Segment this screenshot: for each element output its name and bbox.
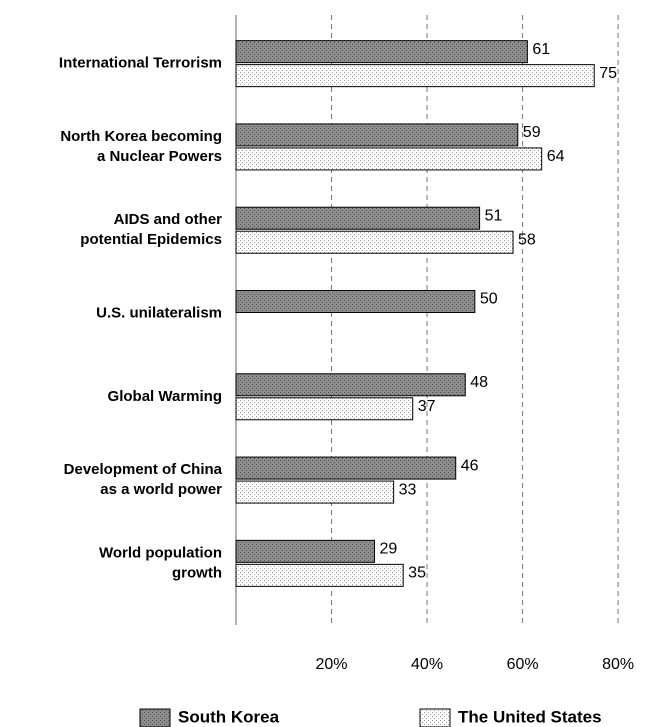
value-label: 59 bbox=[523, 124, 541, 141]
legend-label: South Korea bbox=[178, 707, 280, 726]
value-label: 29 bbox=[380, 541, 398, 558]
value-label: 64 bbox=[547, 148, 565, 165]
bar bbox=[235, 456, 457, 480]
bar bbox=[235, 290, 476, 313]
value-label: 61 bbox=[532, 41, 550, 58]
x-tick-label: 80% bbox=[602, 656, 634, 673]
value-label: 50 bbox=[480, 291, 498, 308]
value-label: 75 bbox=[599, 65, 617, 82]
legend-swatch bbox=[139, 708, 171, 727]
value-label: 35 bbox=[408, 565, 426, 582]
bar bbox=[235, 539, 376, 563]
bar bbox=[235, 64, 595, 88]
bar bbox=[235, 40, 528, 64]
value-label: 51 bbox=[485, 207, 503, 224]
bar bbox=[235, 373, 466, 397]
bar bbox=[235, 147, 543, 171]
value-label: 33 bbox=[399, 481, 417, 498]
bar bbox=[235, 480, 395, 504]
legend-swatch bbox=[419, 708, 451, 727]
category-label: International Terrorism bbox=[59, 55, 222, 72]
category-label: AIDS and other potential Epidemics bbox=[80, 211, 222, 248]
bar bbox=[235, 230, 514, 254]
x-tick-label: 20% bbox=[316, 656, 348, 673]
value-label: 58 bbox=[518, 231, 536, 248]
category-label: World population growth bbox=[99, 544, 222, 581]
category-label: Development of China as a world power bbox=[64, 461, 223, 498]
x-tick-label: 60% bbox=[507, 656, 539, 673]
bar bbox=[235, 397, 414, 421]
value-label: 37 bbox=[418, 398, 436, 415]
bar bbox=[235, 206, 481, 230]
category-label: Global Warming bbox=[108, 388, 222, 405]
bar bbox=[235, 123, 519, 147]
legend-label: The United States bbox=[458, 707, 602, 726]
category-label: U.S. unilateralism bbox=[96, 304, 222, 321]
value-label: 48 bbox=[470, 374, 488, 391]
bar bbox=[235, 563, 404, 587]
x-tick-label: 40% bbox=[411, 656, 443, 673]
category-label: North Korea becoming a Nuclear Powers bbox=[60, 128, 222, 165]
value-label: 46 bbox=[461, 457, 479, 474]
